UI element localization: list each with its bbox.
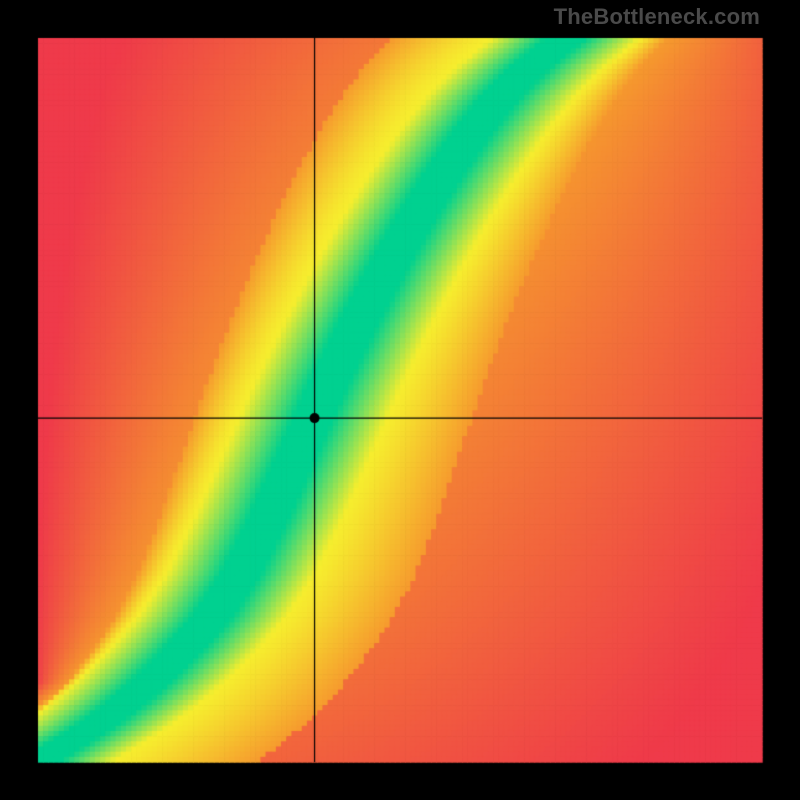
bottleneck-heatmap <box>0 0 800 800</box>
watermark-text: TheBottleneck.com <box>554 4 760 30</box>
chart-container: { "watermark": { "text": "TheBottleneck.… <box>0 0 800 800</box>
